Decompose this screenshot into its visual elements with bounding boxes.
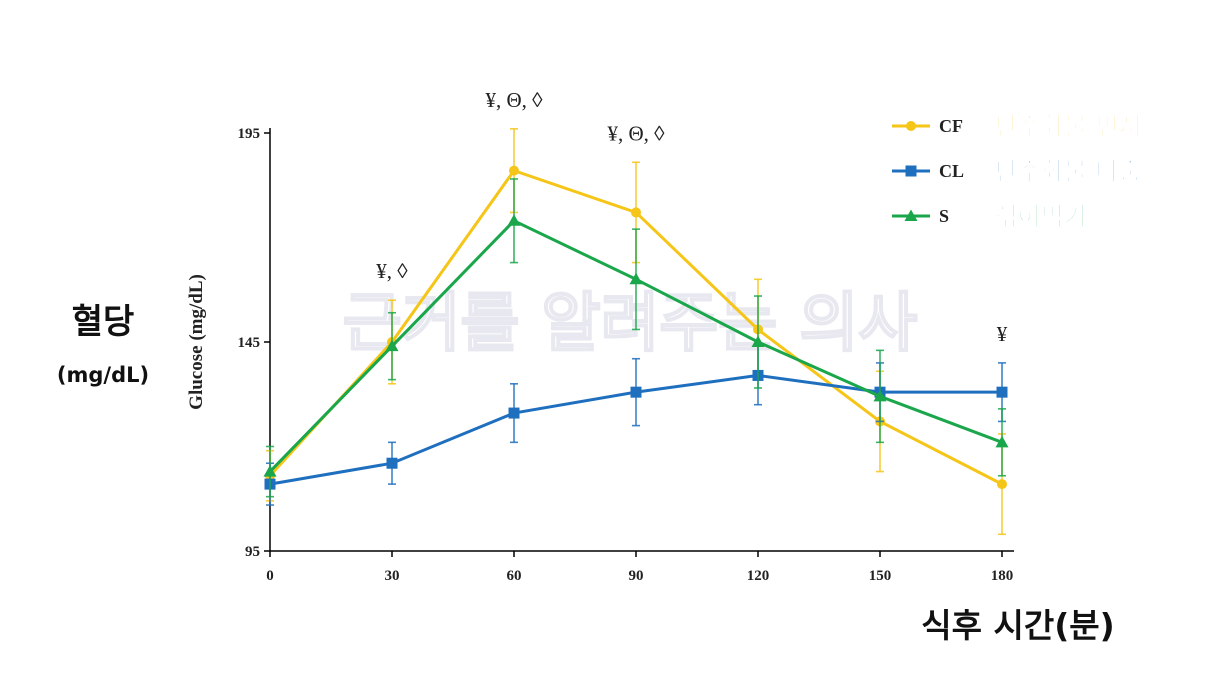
data-point-cl (508, 407, 520, 419)
legend-marker-cf (906, 121, 916, 131)
x-tick-label: 180 (991, 568, 1014, 584)
x-tick-label: 90 (629, 568, 644, 584)
legend-korean-label-cl: 탄수화물 나중 (995, 157, 1142, 186)
data-point-cf (997, 479, 1007, 490)
data-point-s (995, 435, 1009, 448)
legend-label-cl: CL (939, 161, 964, 181)
y-tick-label: 95 (245, 544, 260, 560)
legend-marker-s (904, 209, 918, 221)
data-point-s (385, 339, 399, 352)
significance-annotation: ¥, Θ, ◊ (485, 88, 543, 112)
data-point-cf (631, 207, 641, 218)
significance-annotation: ¥ (997, 322, 1008, 346)
y-axis-label-korean: 혈당 (72, 302, 135, 342)
data-point-cf (509, 165, 519, 176)
data-point-cl (630, 386, 642, 398)
legend-label-s: S (939, 206, 949, 226)
y-tick-label: 195 (238, 126, 261, 142)
legend-item-cf: CF 탄수화물 먼저 (892, 112, 1142, 142)
significance-annotation: ¥, Θ, ◊ (607, 121, 665, 145)
y-axis-label-korean-unit: (mg/dL) (57, 363, 149, 387)
legend-korean-label-s: 섞어먹기 (995, 202, 1087, 231)
legend-item-cl: CL 탄수화물 나중 (892, 157, 1142, 187)
x-tick-label: 30 (385, 568, 400, 584)
series-cl (264, 345, 1008, 506)
data-point-s (873, 389, 887, 402)
data-point-cl (996, 386, 1008, 398)
x-tick-label: 60 (507, 568, 522, 584)
x-tick-label: 0 (266, 568, 274, 584)
series-s (263, 178, 1009, 498)
data-point-s (629, 272, 643, 285)
y-axis-label: Glucose (mg/dL) (186, 274, 207, 410)
legend: CF 탄수화물 먼저 CL 탄수화물 나중 S 섞어먹기 (892, 112, 1142, 232)
legend-label-cf: CF (939, 116, 963, 136)
x-axis-label: 식후 시간(분) (921, 606, 1114, 645)
significance-annotation: ¥, ◊ (376, 259, 408, 283)
legend-korean-label-cf: 탄수화물 먼저 (995, 112, 1142, 141)
legend-marker-cl (905, 165, 917, 177)
x-tick-label: 120 (747, 568, 770, 584)
x-tick-label: 150 (869, 568, 892, 584)
legend-item-s: S 섞어먹기 (892, 202, 1088, 232)
data-point-cl (386, 457, 398, 469)
data-point-s (507, 214, 521, 226)
data-point-s (263, 465, 277, 477)
data-point-s (751, 335, 765, 347)
watermark-text: 근거를 알려주는 의사 (343, 287, 918, 361)
y-tick-label: 145 (238, 335, 261, 351)
